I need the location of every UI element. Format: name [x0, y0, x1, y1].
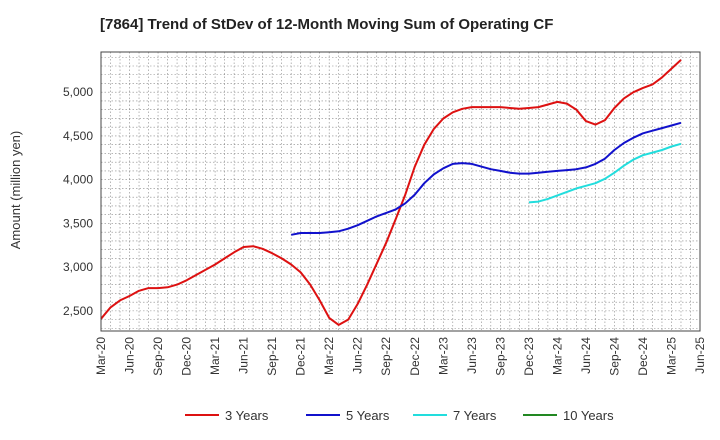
series-layer [100, 59, 682, 326]
series-line-5-years [291, 121, 682, 236]
legend: 3 Years 5 Years 7 Years 10 Years [185, 408, 614, 423]
y-tick-label: 3,000 [63, 260, 93, 274]
legend-label: 3 Years [225, 408, 269, 423]
series-line-3-years [100, 59, 682, 326]
y-tick-label: 4,500 [63, 129, 93, 143]
x-tick-label: Mar-20 [94, 337, 108, 375]
x-tick-label: Dec-23 [522, 337, 536, 376]
x-tick-label: Sep-21 [265, 337, 279, 376]
y-tick-label: 3,500 [63, 216, 93, 230]
chart-title: [7864] Trend of StDev of 12-Month Moving… [100, 16, 553, 33]
x-tick-label: Jun-23 [465, 337, 479, 374]
y-axis-ticks: 2,500 3,000 3,500 4,000 4,500 5,000 [63, 85, 93, 318]
x-tick-label: Jun-22 [351, 337, 365, 374]
legend-label: 5 Years [346, 408, 390, 423]
x-tick-label: Mar-23 [436, 337, 450, 375]
x-tick-label: Jun-21 [237, 337, 251, 374]
x-tick-label: Mar-25 [664, 337, 678, 375]
x-tick-label: Mar-22 [322, 337, 336, 375]
x-tick-label: Dec-24 [636, 337, 650, 376]
legend-label: 10 Years [563, 408, 614, 423]
x-tick-label: Sep-24 [607, 337, 621, 376]
x-tick-label: Dec-20 [180, 337, 194, 376]
x-tick-label: Sep-23 [493, 337, 507, 376]
x-tick-label: Dec-21 [294, 337, 308, 376]
plot-area [100, 51, 701, 332]
x-tick-label: Sep-20 [151, 337, 165, 376]
x-tick-label: Sep-22 [379, 337, 393, 376]
y-tick-label: 4,000 [63, 173, 93, 187]
y-tick-label: 5,000 [63, 85, 93, 99]
y-axis-label: Amount (million yen) [8, 131, 23, 250]
y-tick-label: 2,500 [63, 304, 93, 318]
x-tick-label: Dec-22 [408, 337, 422, 376]
x-tick-label: Jun-24 [579, 337, 593, 374]
grid [101, 52, 700, 331]
x-tick-label: Mar-21 [208, 337, 222, 375]
x-tick-label: Jun-25 [693, 337, 707, 374]
series-line-7-years [528, 142, 682, 204]
x-tick-label: Mar-24 [550, 337, 564, 375]
x-tick-label: Jun-20 [123, 337, 137, 374]
x-axis-ticks: Mar-20 Jun-20 Sep-20 Dec-20 Mar-21 Jun-21 Sep-… [94, 337, 707, 376]
legend-label: 7 Years [453, 408, 497, 423]
